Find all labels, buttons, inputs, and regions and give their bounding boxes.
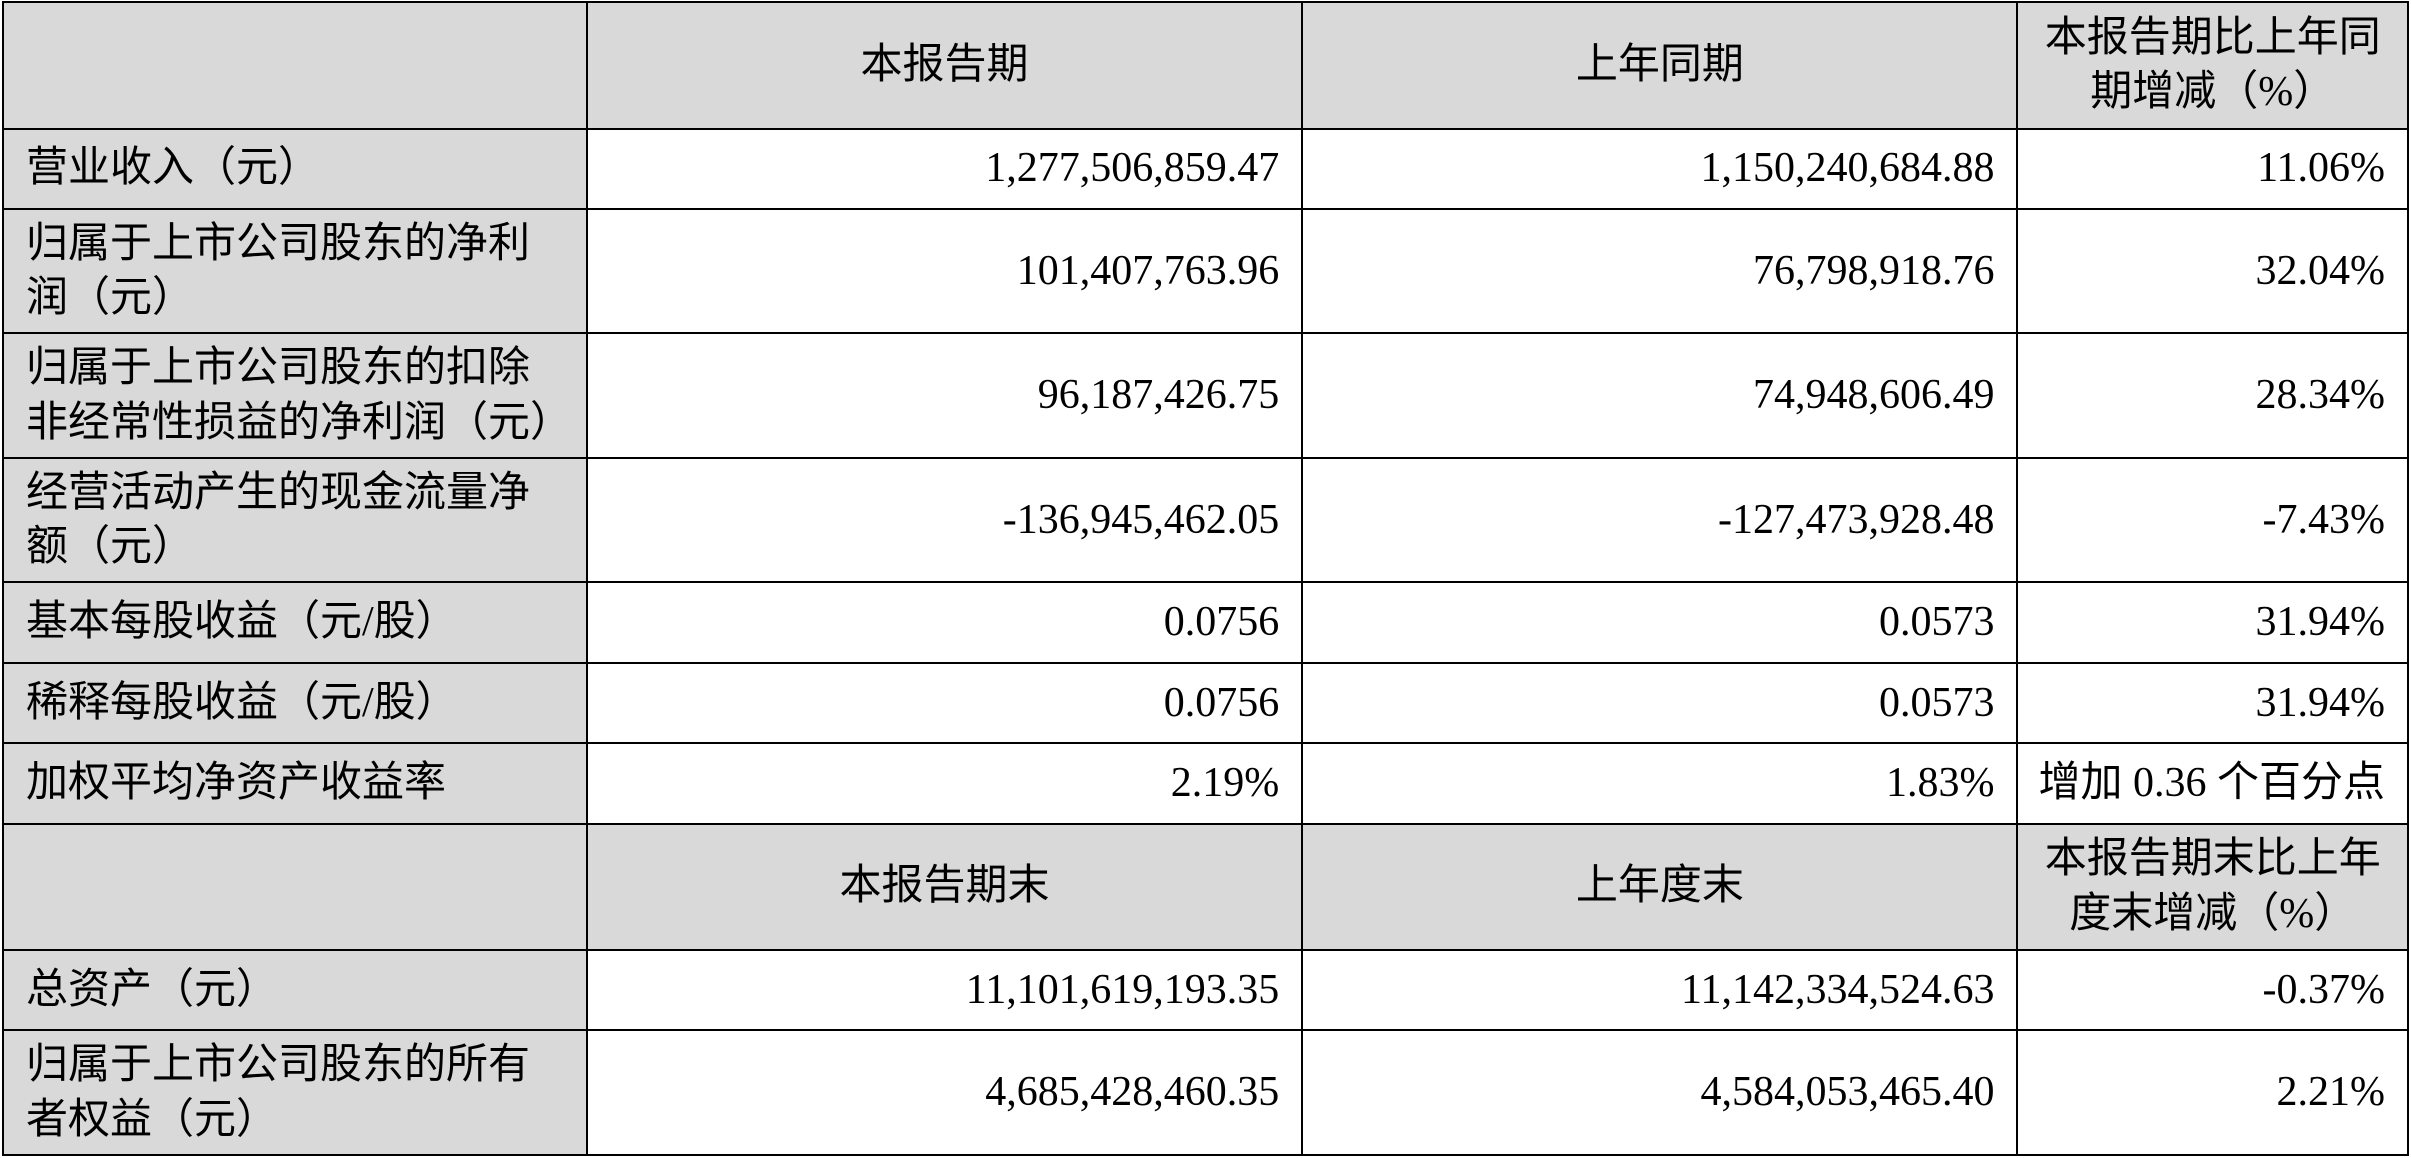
r1-3-label: 经营活动产生的现金流量净额（元）	[3, 458, 587, 583]
r1-6-val1: 2.19%	[587, 743, 1302, 823]
r1-2-val1: 96,187,426.75	[587, 333, 1302, 458]
financial-table: 本报告期上年同期本报告期比上年同期增减（%） 营业收入（元）1,277,506,8…	[2, 1, 2409, 1156]
r1-4-label: 基本每股收益（元/股）	[3, 582, 587, 662]
r1-3-val2: -127,473,928.48	[1302, 458, 2017, 583]
r1-4-val2: 0.0573	[1302, 582, 2017, 662]
r1-2-label: 归属于上市公司股东的扣除非经常性损益的净利润（元）	[3, 333, 587, 458]
r1-1-val3: 32.04%	[2017, 209, 2408, 334]
r1-1-val2: 76,798,918.76	[1302, 209, 2017, 334]
header-col-3: 本报告期末比上年度末增减（%）	[2017, 824, 2408, 951]
header-col-1: 本报告期末	[587, 824, 1302, 951]
r1-0-label: 营业收入（元）	[3, 129, 587, 209]
header-blank	[3, 2, 587, 129]
r1-1-label: 归属于上市公司股东的净利润（元）	[3, 209, 587, 334]
r1-3-val3: -7.43%	[2017, 458, 2408, 583]
r1-0-val1: 1,277,506,859.47	[587, 129, 1302, 209]
r1-0-val3: 11.06%	[2017, 129, 2408, 209]
r2-1-val3: 2.21%	[2017, 1030, 2408, 1155]
r1-2-val3: 28.34%	[2017, 333, 2408, 458]
header-col-1: 本报告期	[587, 2, 1302, 129]
header-blank	[3, 824, 587, 951]
r2-0-val1: 11,101,619,193.35	[587, 950, 1302, 1030]
header-col-3: 本报告期比上年同期增减（%）	[2017, 2, 2408, 129]
r2-1-val1: 4,685,428,460.35	[587, 1030, 1302, 1155]
r2-0-val2: 11,142,334,524.63	[1302, 950, 2017, 1030]
r1-5-label: 稀释每股收益（元/股）	[3, 663, 587, 743]
r1-2-val2: 74,948,606.49	[1302, 333, 2017, 458]
r1-1-val1: 101,407,763.96	[587, 209, 1302, 334]
r1-4-val3: 31.94%	[2017, 582, 2408, 662]
r1-3-val1: -136,945,462.05	[587, 458, 1302, 583]
r2-0-label: 总资产（元）	[3, 950, 587, 1030]
r1-5-val2: 0.0573	[1302, 663, 2017, 743]
r2-1-val2: 4,584,053,465.40	[1302, 1030, 2017, 1155]
r1-6-label: 加权平均净资产收益率	[3, 743, 587, 823]
r1-6-val2: 1.83%	[1302, 743, 2017, 823]
r1-4-val1: 0.0756	[587, 582, 1302, 662]
r1-0-val2: 1,150,240,684.88	[1302, 129, 2017, 209]
header-col-2: 上年度末	[1302, 824, 2017, 951]
r1-5-val3: 31.94%	[2017, 663, 2408, 743]
r2-0-val3: -0.37%	[2017, 950, 2408, 1030]
r1-6-val3: 增加 0.36 个百分点	[2017, 743, 2408, 823]
r1-5-val1: 0.0756	[587, 663, 1302, 743]
r2-1-label: 归属于上市公司股东的所有者权益（元）	[3, 1030, 587, 1155]
header-col-2: 上年同期	[1302, 2, 2017, 129]
